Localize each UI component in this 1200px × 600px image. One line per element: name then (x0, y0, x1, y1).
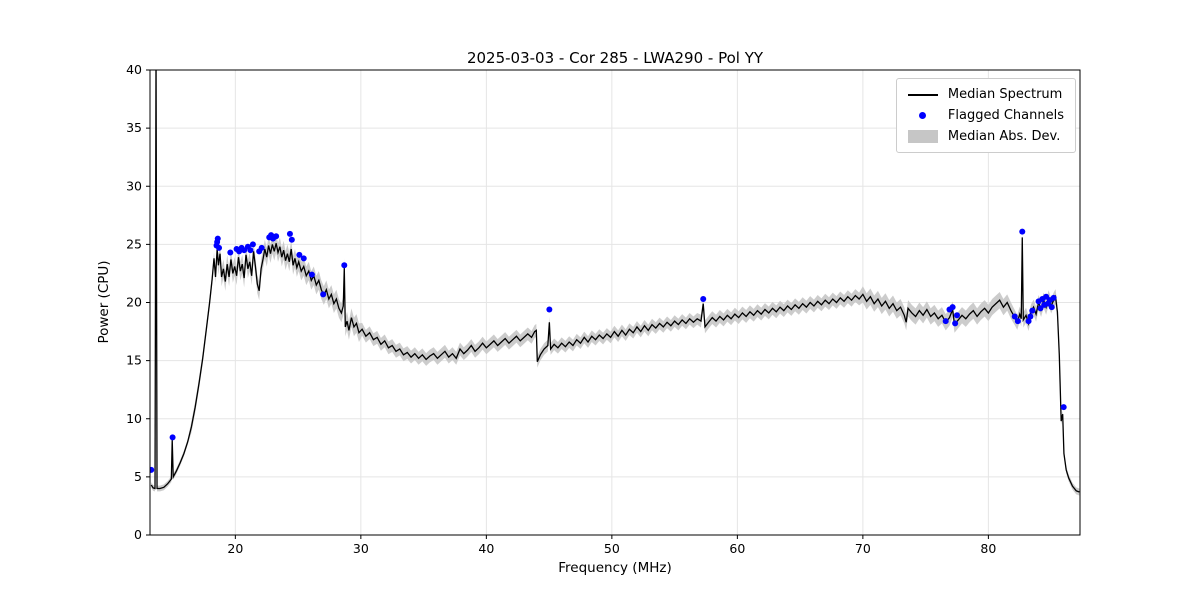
y-tick-labels: 0 5 10 15 20 25 30 35 40 (126, 62, 142, 542)
chart-title: 2025-03-03 - Cor 285 - LWA290 - Pol YY (466, 49, 764, 67)
x-axis-label: Frequency (MHz) (558, 560, 672, 576)
svg-text:20: 20 (227, 541, 243, 556)
svg-text:5: 5 (134, 469, 142, 484)
median-line-swatch (907, 93, 938, 96)
legend-item-median-spectrum: Median Spectrum (907, 87, 1064, 102)
svg-text:20: 20 (126, 295, 142, 310)
mad-band-swatch (907, 130, 938, 143)
svg-text:40: 40 (478, 541, 494, 556)
legend-item-mad: Median Abs. Dev. (907, 129, 1064, 144)
legend: Median Spectrum Flagged Channels Median … (895, 78, 1076, 153)
svg-text:30: 30 (126, 178, 142, 193)
flagged-dot-swatch-dot (919, 112, 927, 119)
svg-text:15: 15 (126, 353, 142, 368)
y-axis-label: Power (CPU) (96, 260, 112, 344)
legend-label-mad: Median Abs. Dev. (947, 129, 1061, 144)
svg-text:60: 60 (729, 541, 745, 556)
svg-text:0: 0 (134, 527, 142, 542)
flagged-channels-points (150, 228, 1067, 473)
flagged-dot-swatch (908, 112, 938, 119)
tick-marks (146, 69, 989, 539)
legend-label-median-spectrum: Median Spectrum (947, 87, 1063, 102)
x-tick-labels: 20 30 40 50 60 70 80 (227, 541, 996, 556)
svg-text:80: 80 (980, 541, 996, 556)
legend-item-flagged-channels: Flagged Channels (908, 108, 1064, 123)
median-spectrum-line (150, 70, 1080, 493)
svg-text:25: 25 (126, 236, 142, 251)
svg-text:40: 40 (126, 62, 142, 77)
svg-text:10: 10 (126, 411, 142, 426)
svg-text:35: 35 (126, 120, 142, 135)
svg-text:50: 50 (604, 541, 620, 556)
svg-text:30: 30 (353, 541, 369, 556)
svg-text:70: 70 (855, 541, 871, 556)
legend-label-flagged-channels: Flagged Channels (947, 108, 1064, 123)
